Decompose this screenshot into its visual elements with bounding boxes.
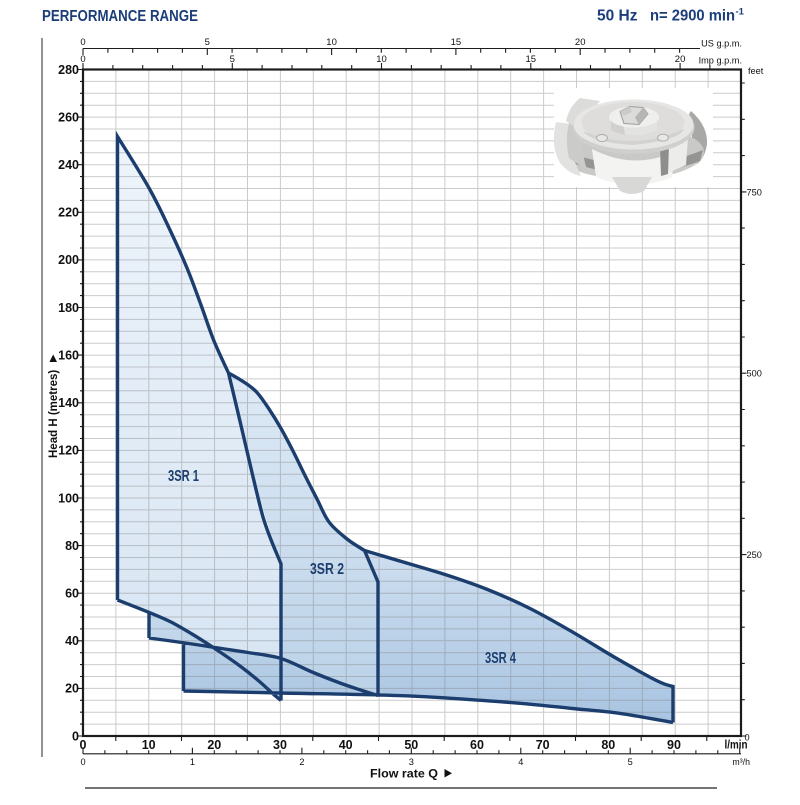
svg-text:40: 40 — [65, 634, 79, 648]
svg-text:3SR 4: 3SR 4 — [485, 650, 516, 667]
svg-text:100: 100 — [58, 491, 79, 505]
svg-text:feet: feet — [748, 66, 764, 76]
svg-text:15: 15 — [526, 54, 537, 65]
svg-text:180: 180 — [58, 301, 79, 315]
svg-text:US g.p.m.: US g.p.m. — [701, 39, 742, 49]
svg-text:3: 3 — [409, 757, 414, 767]
svg-text:260: 260 — [58, 110, 79, 124]
svg-text:120: 120 — [58, 444, 79, 458]
svg-text:60: 60 — [65, 587, 79, 601]
svg-text:70: 70 — [536, 738, 550, 752]
svg-text:0: 0 — [80, 757, 85, 767]
svg-text:50: 50 — [404, 738, 418, 752]
svg-text:0: 0 — [72, 729, 79, 743]
svg-text:Head H (metres): Head H (metres) — [48, 370, 60, 458]
svg-text:5: 5 — [230, 54, 235, 65]
svg-text:10: 10 — [326, 37, 337, 48]
svg-text:0: 0 — [80, 37, 85, 48]
svg-text:10: 10 — [142, 738, 156, 752]
svg-text:160: 160 — [58, 348, 79, 362]
svg-text:PERFORMANCE RANGE: PERFORMANCE RANGE — [42, 8, 198, 25]
svg-text:40: 40 — [339, 738, 353, 752]
svg-text:60: 60 — [470, 738, 484, 752]
svg-text:10: 10 — [376, 54, 387, 65]
svg-text:5: 5 — [628, 757, 633, 767]
svg-text:240: 240 — [58, 158, 79, 172]
svg-text:140: 140 — [58, 396, 79, 410]
svg-text:50 Hz: 50 Hz — [597, 8, 638, 25]
svg-text:20: 20 — [575, 37, 586, 48]
svg-text:m³/h: m³/h — [732, 757, 750, 767]
svg-text:280: 280 — [58, 63, 79, 77]
svg-text:3SR 2: 3SR 2 — [310, 561, 344, 578]
svg-text:0: 0 — [80, 738, 87, 752]
svg-text:-1: -1 — [736, 7, 745, 18]
svg-text:0: 0 — [80, 54, 85, 65]
svg-text:4: 4 — [518, 757, 523, 767]
svg-text:90: 90 — [667, 738, 681, 752]
svg-text:3SR 1: 3SR 1 — [168, 468, 199, 485]
svg-text:80: 80 — [65, 539, 79, 553]
svg-text:250: 250 — [747, 550, 762, 560]
svg-text:n= 2900 min: n= 2900 min — [650, 8, 735, 25]
svg-text:750: 750 — [747, 187, 762, 197]
svg-text:5: 5 — [205, 37, 210, 48]
svg-text:l/min: l/min — [725, 738, 748, 752]
svg-text:1: 1 — [190, 757, 195, 767]
svg-text:Imp g.p.m.: Imp g.p.m. — [699, 56, 742, 66]
svg-text:20: 20 — [675, 54, 686, 65]
svg-text:220: 220 — [58, 206, 79, 220]
svg-text:500: 500 — [747, 369, 762, 379]
svg-text:80: 80 — [601, 738, 615, 752]
svg-text:20: 20 — [207, 738, 221, 752]
svg-text:20: 20 — [65, 682, 79, 696]
svg-text:0: 0 — [745, 733, 750, 743]
svg-text:200: 200 — [58, 253, 79, 267]
svg-text:30: 30 — [273, 738, 287, 752]
svg-text:15: 15 — [451, 37, 462, 48]
svg-text:2: 2 — [299, 757, 304, 767]
svg-text:Flow rate Q: Flow rate Q — [370, 769, 438, 781]
